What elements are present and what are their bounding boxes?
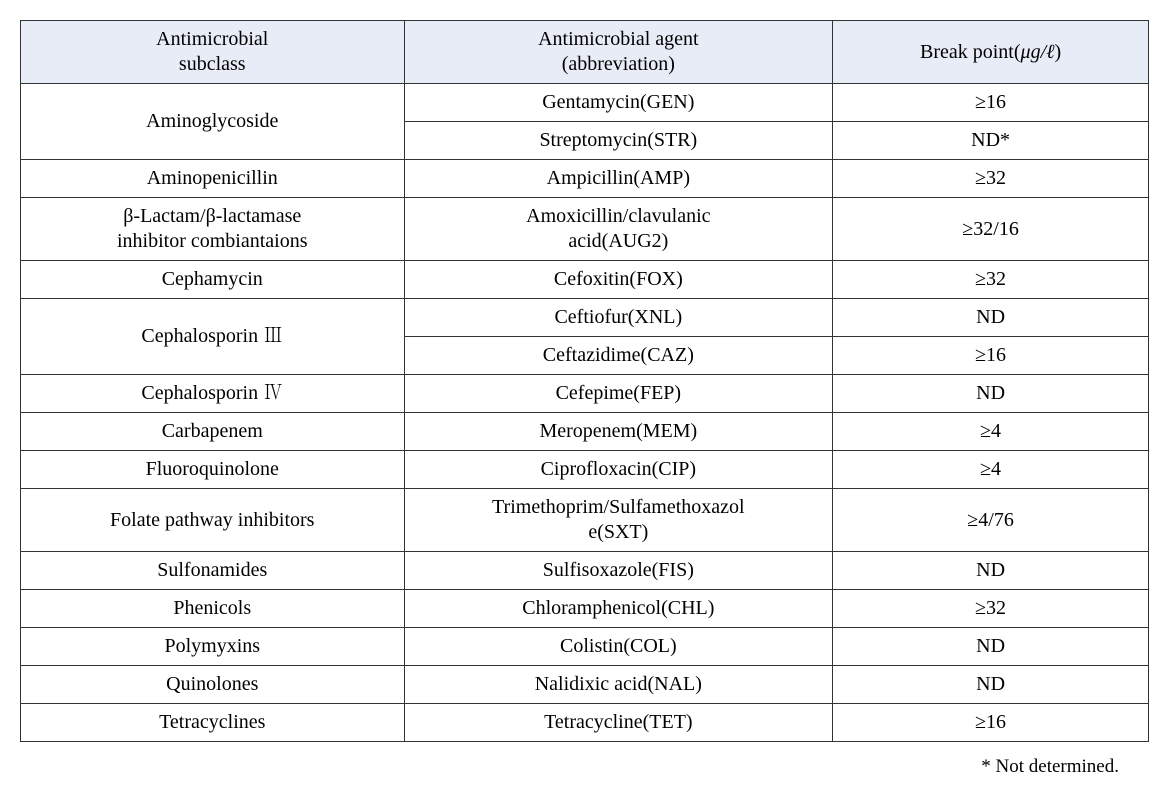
header-subclass: Antimicrobial subclass	[21, 21, 405, 84]
table-row: SulfonamidesSulfisoxazole(FIS)ND	[21, 552, 1149, 590]
table-body: AminoglycosideGentamycin(GEN)≥16Streptom…	[21, 84, 1149, 742]
cell-breakpoint: ND	[833, 552, 1149, 590]
cell-agent: Ceftiofur(XNL)	[404, 299, 833, 337]
table-row: CephamycinCefoxitin(FOX)≥32	[21, 261, 1149, 299]
cell-breakpoint: ≥4/76	[833, 489, 1149, 552]
cell-subclass: β-Lactam/β-lactamaseinhibitor combiantai…	[21, 198, 405, 261]
cell-subclass: Polymyxins	[21, 628, 405, 666]
cell-agent: Nalidixic acid(NAL)	[404, 666, 833, 704]
cell-agent: Trimethoprim/Sulfamethoxazole(SXT)	[404, 489, 833, 552]
antimicrobial-table: Antimicrobial subclass Antimicrobial age…	[20, 20, 1149, 742]
table-row: FluoroquinoloneCiprofloxacin(CIP)≥4	[21, 451, 1149, 489]
cell-agent: Ampicillin(AMP)	[404, 160, 833, 198]
cell-breakpoint: ND	[833, 299, 1149, 337]
cell-subclass: Fluoroquinolone	[21, 451, 405, 489]
header-agent-line2: (abbreviation)	[562, 53, 675, 75]
cell-breakpoint: ND*	[833, 122, 1149, 160]
table-row: PhenicolsChloramphenicol(CHL)≥32	[21, 590, 1149, 628]
header-agent-line1: Antimicrobial agent	[538, 28, 699, 50]
header-agent: Antimicrobial agent (abbreviation)	[404, 21, 833, 84]
cell-agent: Amoxicillin/clavulanicacid(AUG2)	[404, 198, 833, 261]
cell-subclass: Cephalosporin Ⅳ	[21, 375, 405, 413]
cell-agent: Ciprofloxacin(CIP)	[404, 451, 833, 489]
cell-subclass: Quinolones	[21, 666, 405, 704]
cell-subclass: Carbapenem	[21, 413, 405, 451]
cell-breakpoint: ND	[833, 628, 1149, 666]
cell-breakpoint: ND	[833, 375, 1149, 413]
table-row: Cephalosporin ⅣCefepime(FEP)ND	[21, 375, 1149, 413]
table-container: Antimicrobial subclass Antimicrobial age…	[20, 20, 1149, 778]
cell-subclass: Cephamycin	[21, 261, 405, 299]
cell-agent: Chloramphenicol(CHL)	[404, 590, 833, 628]
header-bp-suffix: )	[1054, 41, 1061, 63]
cell-agent: Tetracycline(TET)	[404, 704, 833, 742]
table-row: AminopenicillinAmpicillin(AMP)≥32	[21, 160, 1149, 198]
header-subclass-line2: subclass	[179, 53, 246, 75]
cell-agent: Cefoxitin(FOX)	[404, 261, 833, 299]
cell-subclass: Folate pathway inhibitors	[21, 489, 405, 552]
cell-agent: Cefepime(FEP)	[404, 375, 833, 413]
cell-subclass: Sulfonamides	[21, 552, 405, 590]
cell-breakpoint: ≥4	[833, 451, 1149, 489]
table-row: Cephalosporin ⅢCeftiofur(XNL)ND	[21, 299, 1149, 337]
cell-agent: Sulfisoxazole(FIS)	[404, 552, 833, 590]
table-row: CarbapenemMeropenem(MEM)≥4	[21, 413, 1149, 451]
cell-breakpoint: ≥16	[833, 337, 1149, 375]
header-bp-unit: μg/ℓ	[1021, 41, 1055, 63]
cell-agent: Meropenem(MEM)	[404, 413, 833, 451]
cell-agent: Colistin(COL)	[404, 628, 833, 666]
table-row: Folate pathway inhibitorsTrimethoprim/Su…	[21, 489, 1149, 552]
cell-breakpoint: ≥4	[833, 413, 1149, 451]
cell-agent: Ceftazidime(CAZ)	[404, 337, 833, 375]
cell-subclass: Aminoglycoside	[21, 84, 405, 160]
table-row: β-Lactam/β-lactamaseinhibitor combiantai…	[21, 198, 1149, 261]
table-row: PolymyxinsColistin(COL)ND	[21, 628, 1149, 666]
header-row: Antimicrobial subclass Antimicrobial age…	[21, 21, 1149, 84]
cell-subclass: Tetracyclines	[21, 704, 405, 742]
cell-breakpoint: ≥32	[833, 261, 1149, 299]
cell-breakpoint: ≥32/16	[833, 198, 1149, 261]
cell-agent: Streptomycin(STR)	[404, 122, 833, 160]
cell-agent: Gentamycin(GEN)	[404, 84, 833, 122]
table-row: QuinolonesNalidixic acid(NAL)ND	[21, 666, 1149, 704]
table-row: AminoglycosideGentamycin(GEN)≥16	[21, 84, 1149, 122]
header-subclass-line1: Antimicrobial	[156, 28, 268, 50]
cell-subclass: Phenicols	[21, 590, 405, 628]
table-row: TetracyclinesTetracycline(TET)≥16	[21, 704, 1149, 742]
cell-breakpoint: ND	[833, 666, 1149, 704]
header-breakpoint: Break point(μg/ℓ)	[833, 21, 1149, 84]
cell-breakpoint: ≥32	[833, 590, 1149, 628]
cell-subclass: Aminopenicillin	[21, 160, 405, 198]
cell-breakpoint: ≥16	[833, 704, 1149, 742]
cell-breakpoint: ≥16	[833, 84, 1149, 122]
header-bp-prefix: Break point(	[920, 41, 1021, 63]
cell-breakpoint: ≥32	[833, 160, 1149, 198]
cell-subclass: Cephalosporin Ⅲ	[21, 299, 405, 375]
footnote: * Not determined.	[20, 742, 1149, 778]
